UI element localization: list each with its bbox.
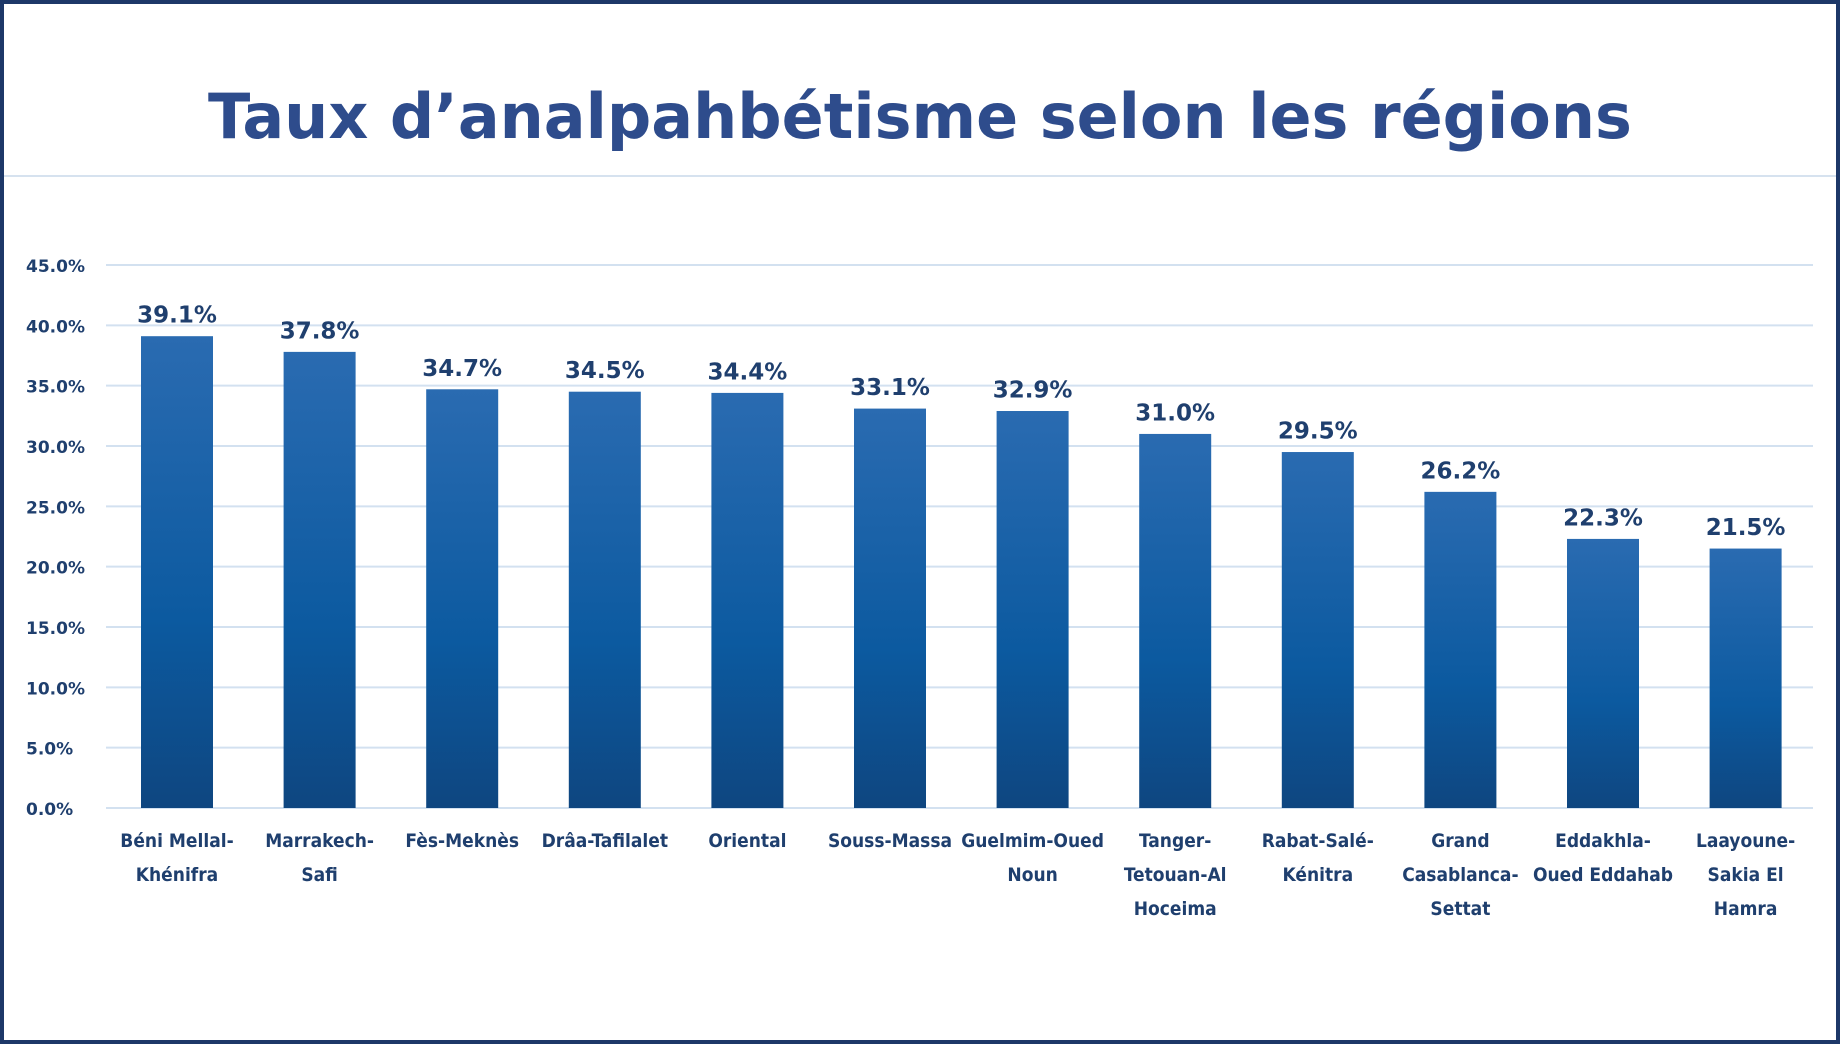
bar xyxy=(283,351,356,808)
y-tick-label: 30.0% xyxy=(26,438,85,458)
value-label: 22.3% xyxy=(1563,505,1643,531)
y-tick-label: 5.0% xyxy=(26,740,73,760)
value-label: 21.5% xyxy=(1706,515,1786,541)
bar xyxy=(1139,433,1212,808)
value-label: 32.9% xyxy=(993,378,1073,404)
value-label: 37.8% xyxy=(280,318,360,344)
y-tick-label: 40.0% xyxy=(26,317,85,337)
x-tick-label: Oriental xyxy=(708,830,787,852)
bar xyxy=(1709,548,1782,808)
x-tick-label-box: Fès-Meknès xyxy=(405,830,520,852)
bar xyxy=(1281,452,1354,808)
x-tick-label: Marrakech-Safi xyxy=(265,830,374,886)
x-tick-label: Drâa-Tafilalet xyxy=(541,830,669,852)
y-tick-label: 20.0% xyxy=(26,559,85,579)
x-tick-label-box: Souss-Massa xyxy=(827,830,953,852)
bar xyxy=(426,389,499,808)
value-label: 34.7% xyxy=(422,356,502,382)
bar xyxy=(996,411,1069,808)
x-tick-label-box: Drâa-Tafilalet xyxy=(541,830,669,852)
bar xyxy=(854,408,926,808)
bar xyxy=(1567,538,1639,808)
x-tick-label: Grand Casablanca-Settat xyxy=(1402,830,1519,920)
value-label: 29.5% xyxy=(1278,419,1358,445)
value-label: 26.2% xyxy=(1421,458,1501,484)
x-tick-label-box: Laayoune-Sakia El Hamra xyxy=(1695,830,1796,920)
x-tick-label: Eddakhla-Oued Eddahab xyxy=(1532,830,1674,886)
y-tick-label: 15.0% xyxy=(26,619,85,639)
bar xyxy=(568,391,641,808)
bar xyxy=(141,336,213,808)
x-tick-label: Rabat-Salé-Kénitra xyxy=(1261,830,1374,886)
bar xyxy=(711,392,784,808)
y-tick-label: 0.0% xyxy=(26,800,73,820)
x-tick-label: Souss-Massa xyxy=(827,830,953,852)
chart-title: Taux d’analpahbétisme selon les régions xyxy=(208,80,1632,153)
x-tick-label-box: Rabat-Salé-Kénitra xyxy=(1261,830,1374,886)
y-tick-label: 35.0% xyxy=(26,378,85,398)
value-label: 39.1% xyxy=(137,303,217,329)
y-tick-label: 45.0% xyxy=(26,257,85,277)
x-tick-label: Béni Mellal-Khénifra xyxy=(120,830,234,886)
x-tick-label-box: Tanger-Tetouan-Al Hoceima xyxy=(1123,830,1227,920)
value-label: 34.4% xyxy=(708,359,788,385)
value-label: 31.0% xyxy=(1135,400,1215,426)
x-tick-label: Guelmim-Oued Noun xyxy=(961,830,1104,886)
value-label: 33.1% xyxy=(850,375,930,401)
y-tick-label: 25.0% xyxy=(26,498,85,518)
value-label: 34.5% xyxy=(565,358,645,384)
x-tick-label-box: Guelmim-Oued Noun xyxy=(961,830,1104,886)
x-tick-label-box: Grand Casablanca-Settat xyxy=(1402,830,1519,920)
x-tick-label: Laayoune-Sakia El Hamra xyxy=(1695,830,1796,920)
bar xyxy=(1424,491,1497,808)
x-tick-label-box: Marrakech-Safi xyxy=(265,830,374,886)
x-tick-label-box: Béni Mellal-Khénifra xyxy=(120,830,234,886)
x-tick-label: Fès-Meknès xyxy=(405,830,520,852)
x-tick-label-box: Oriental xyxy=(708,830,787,852)
y-tick-label: 10.0% xyxy=(26,679,85,699)
x-tick-label: Tanger-Tetouan-Al Hoceima xyxy=(1123,830,1227,920)
x-tick-label-box: Eddakhla-Oued Eddahab xyxy=(1532,830,1674,886)
